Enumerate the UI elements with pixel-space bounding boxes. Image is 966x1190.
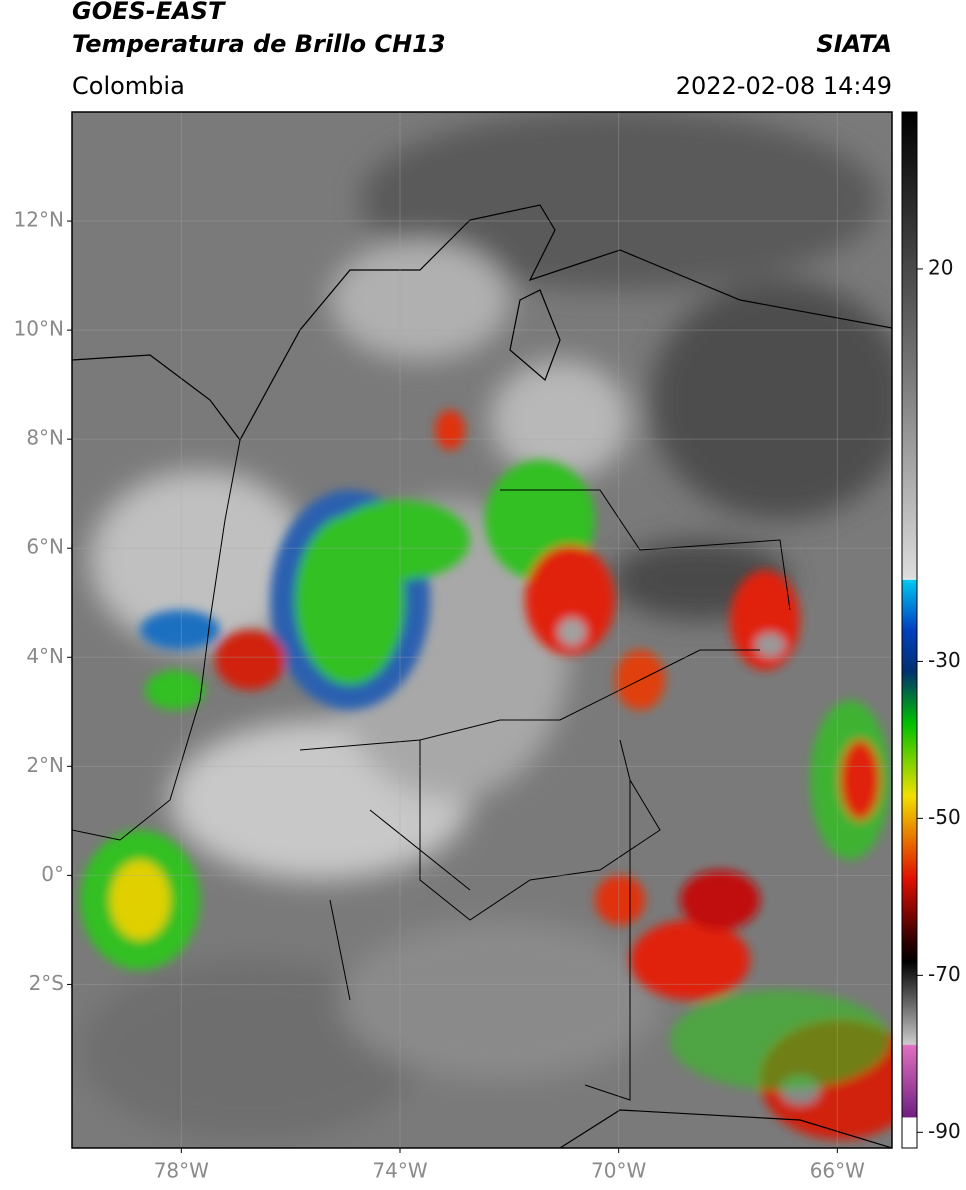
grid [72, 112, 892, 1148]
y-tick-label: 12°N [14, 208, 64, 232]
y-tick-label: 6°N [26, 535, 64, 559]
convection [80, 410, 892, 1140]
y-tick-label: 2°S [29, 971, 64, 995]
y-tick-label: 8°N [26, 426, 64, 450]
region: Colombia [72, 72, 185, 100]
y-tick-label: 0° [41, 862, 64, 886]
x-tick-label: 66°W [810, 1159, 865, 1183]
satellite-image [72, 112, 892, 1148]
x-tick-label: 74°W [372, 1159, 427, 1183]
subtitle: Temperatura de Brillo CH13 [72, 30, 446, 58]
borders [72, 439, 791, 1101]
colorbar-tick-label: -70 [928, 962, 961, 986]
y-tick-label: 4°N [26, 644, 64, 668]
y-tick-label: 2°N [26, 753, 64, 777]
y-tick-label: 10°N [14, 317, 64, 341]
map-frame [71, 111, 893, 1149]
coastline [72, 204, 892, 1148]
colorbar-tick-label: -30 [928, 648, 961, 672]
x-tick-label: 70°W [591, 1159, 646, 1183]
colorbar-tick-label: -50 [928, 805, 961, 829]
colorbar-tick-label: 20 [928, 255, 953, 279]
x-tick-label: 78°W [154, 1159, 209, 1183]
datetime: 2022-02-08 14:49 [676, 72, 892, 100]
title: GOES-EAST [72, 0, 226, 25]
colorbar-tick-label: -90 [928, 1119, 961, 1143]
agency: SIATA [816, 30, 892, 58]
colorbar [901, 111, 918, 1149]
